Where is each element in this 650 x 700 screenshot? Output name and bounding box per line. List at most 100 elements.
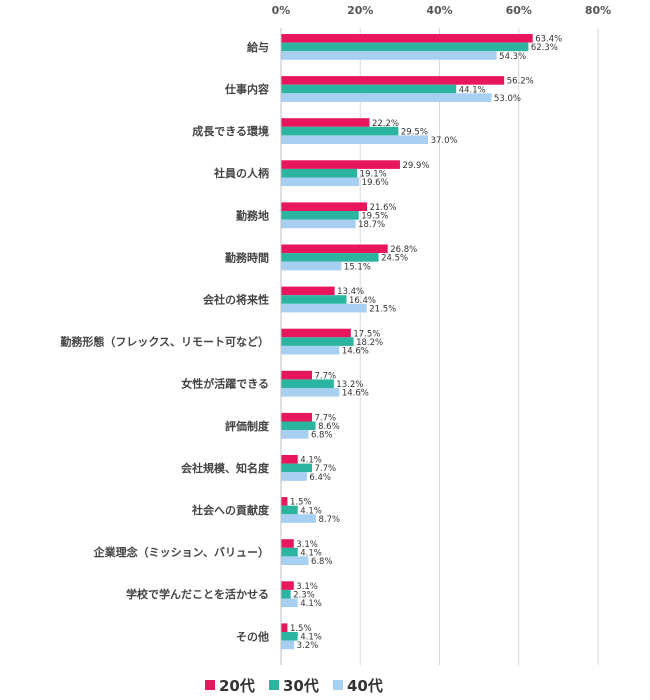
bar bbox=[281, 328, 351, 338]
data-label: 14.6% bbox=[342, 389, 369, 399]
bar bbox=[281, 463, 313, 473]
bar bbox=[281, 253, 379, 262]
category-label: その他 bbox=[236, 629, 269, 643]
bar bbox=[281, 337, 354, 346]
bars bbox=[281, 34, 533, 650]
data-label: 1.5% bbox=[290, 498, 312, 508]
legend: 20代 30代 40代 bbox=[205, 677, 383, 695]
category-label: 社会への貢献度 bbox=[191, 503, 270, 517]
category-label: 仕事内容 bbox=[224, 82, 269, 96]
bar bbox=[281, 598, 298, 608]
bar bbox=[281, 202, 368, 211]
bar bbox=[281, 126, 399, 136]
bar bbox=[281, 168, 358, 178]
data-label: 4.1% bbox=[300, 456, 322, 466]
data-label: 44.1% bbox=[459, 85, 486, 95]
data-label: 21.6% bbox=[370, 203, 397, 213]
data-label: 3.2% bbox=[297, 641, 319, 651]
bar bbox=[281, 244, 388, 254]
category-label: 企業理念（ミッション、バリュー） bbox=[93, 545, 269, 559]
bar bbox=[281, 623, 288, 632]
category-label: 成長できる環境 bbox=[192, 124, 269, 138]
data-label: 16.4% bbox=[349, 296, 376, 306]
category-label: 社員の人柄 bbox=[213, 166, 269, 180]
legend-label: 30代 bbox=[283, 677, 319, 695]
legend-label: 20代 bbox=[219, 677, 255, 695]
bar bbox=[281, 455, 298, 464]
bar bbox=[281, 160, 400, 169]
bar bbox=[281, 581, 294, 590]
data-label: 7.7% bbox=[315, 464, 337, 474]
category-label: 勤務形態（フレックス、リモート可など） bbox=[60, 335, 269, 349]
data-label: 13.4% bbox=[337, 287, 364, 297]
category-label: 評価制度 bbox=[225, 419, 270, 433]
data-label: 37.0% bbox=[431, 136, 458, 146]
category-label: 会社規模、知名度 bbox=[181, 461, 270, 475]
legend-swatch bbox=[333, 680, 343, 690]
data-label: 26.8% bbox=[390, 245, 417, 255]
data-label: 13.2% bbox=[336, 380, 363, 390]
data-label: 62.3% bbox=[531, 43, 558, 53]
bar bbox=[281, 556, 309, 565]
data-label: 24.5% bbox=[381, 254, 408, 264]
bar bbox=[281, 345, 340, 355]
data-label: 14.6% bbox=[342, 347, 369, 357]
data-label: 29.9% bbox=[402, 161, 429, 171]
data-labels: 63.4%62.3% 54.3% 56.2% 44.1% 53.0% 22.2%29.5%… bbox=[290, 35, 562, 652]
category-label: 会社の将来性 bbox=[203, 293, 269, 307]
data-label: 19.1% bbox=[360, 170, 387, 180]
bar bbox=[281, 42, 529, 52]
data-label: 19.5% bbox=[361, 212, 388, 222]
bar bbox=[281, 505, 298, 515]
bar bbox=[281, 84, 457, 94]
bar bbox=[281, 632, 298, 641]
data-label: 22.2% bbox=[372, 119, 399, 129]
data-label: 1.5% bbox=[290, 624, 312, 634]
data-label: 63.4% bbox=[535, 35, 562, 45]
bar bbox=[281, 261, 342, 271]
bar bbox=[281, 51, 497, 60]
bar bbox=[281, 219, 356, 229]
data-label: 56.2% bbox=[507, 77, 534, 87]
bar bbox=[281, 76, 505, 85]
bar bbox=[281, 379, 334, 388]
data-label: 53.0% bbox=[494, 94, 521, 104]
bar bbox=[281, 135, 429, 144]
bar bbox=[281, 412, 313, 422]
bar bbox=[281, 34, 533, 43]
bar bbox=[281, 539, 294, 548]
data-label: 8.6% bbox=[318, 422, 340, 432]
data-label: 7.7% bbox=[315, 414, 337, 424]
data-label: 4.1% bbox=[300, 599, 322, 609]
bar bbox=[281, 430, 309, 439]
legend-swatch bbox=[205, 680, 215, 690]
legend-swatch bbox=[269, 680, 279, 690]
bar bbox=[281, 497, 288, 506]
bar bbox=[281, 388, 340, 397]
data-label: 8.7% bbox=[318, 515, 340, 525]
category-label: 勤務時間 bbox=[225, 250, 269, 264]
data-label: 29.5% bbox=[401, 127, 428, 137]
data-label: 18.7% bbox=[358, 220, 385, 230]
bar bbox=[281, 295, 347, 304]
bar bbox=[281, 177, 360, 187]
data-label: 3.1% bbox=[296, 582, 318, 592]
data-label: 4.1% bbox=[300, 506, 322, 516]
bar bbox=[281, 286, 335, 296]
data-label: 7.7% bbox=[315, 371, 337, 381]
bar bbox=[281, 640, 295, 650]
data-label: 6.4% bbox=[309, 473, 331, 483]
data-label: 21.5% bbox=[369, 304, 396, 314]
data-label: 2.3% bbox=[293, 591, 315, 601]
x-axis-ticks: 0% 20% 40% 60% 80% bbox=[272, 4, 612, 17]
data-label: 17.5% bbox=[353, 329, 380, 339]
bar bbox=[281, 421, 316, 431]
bar bbox=[281, 589, 291, 599]
bar bbox=[281, 303, 367, 313]
bar bbox=[281, 118, 370, 127]
category-label: 給与 bbox=[247, 40, 269, 54]
x-tick-label: 80% bbox=[585, 4, 611, 17]
data-label: 6.8% bbox=[311, 431, 333, 441]
x-tick-label: 40% bbox=[426, 4, 452, 17]
